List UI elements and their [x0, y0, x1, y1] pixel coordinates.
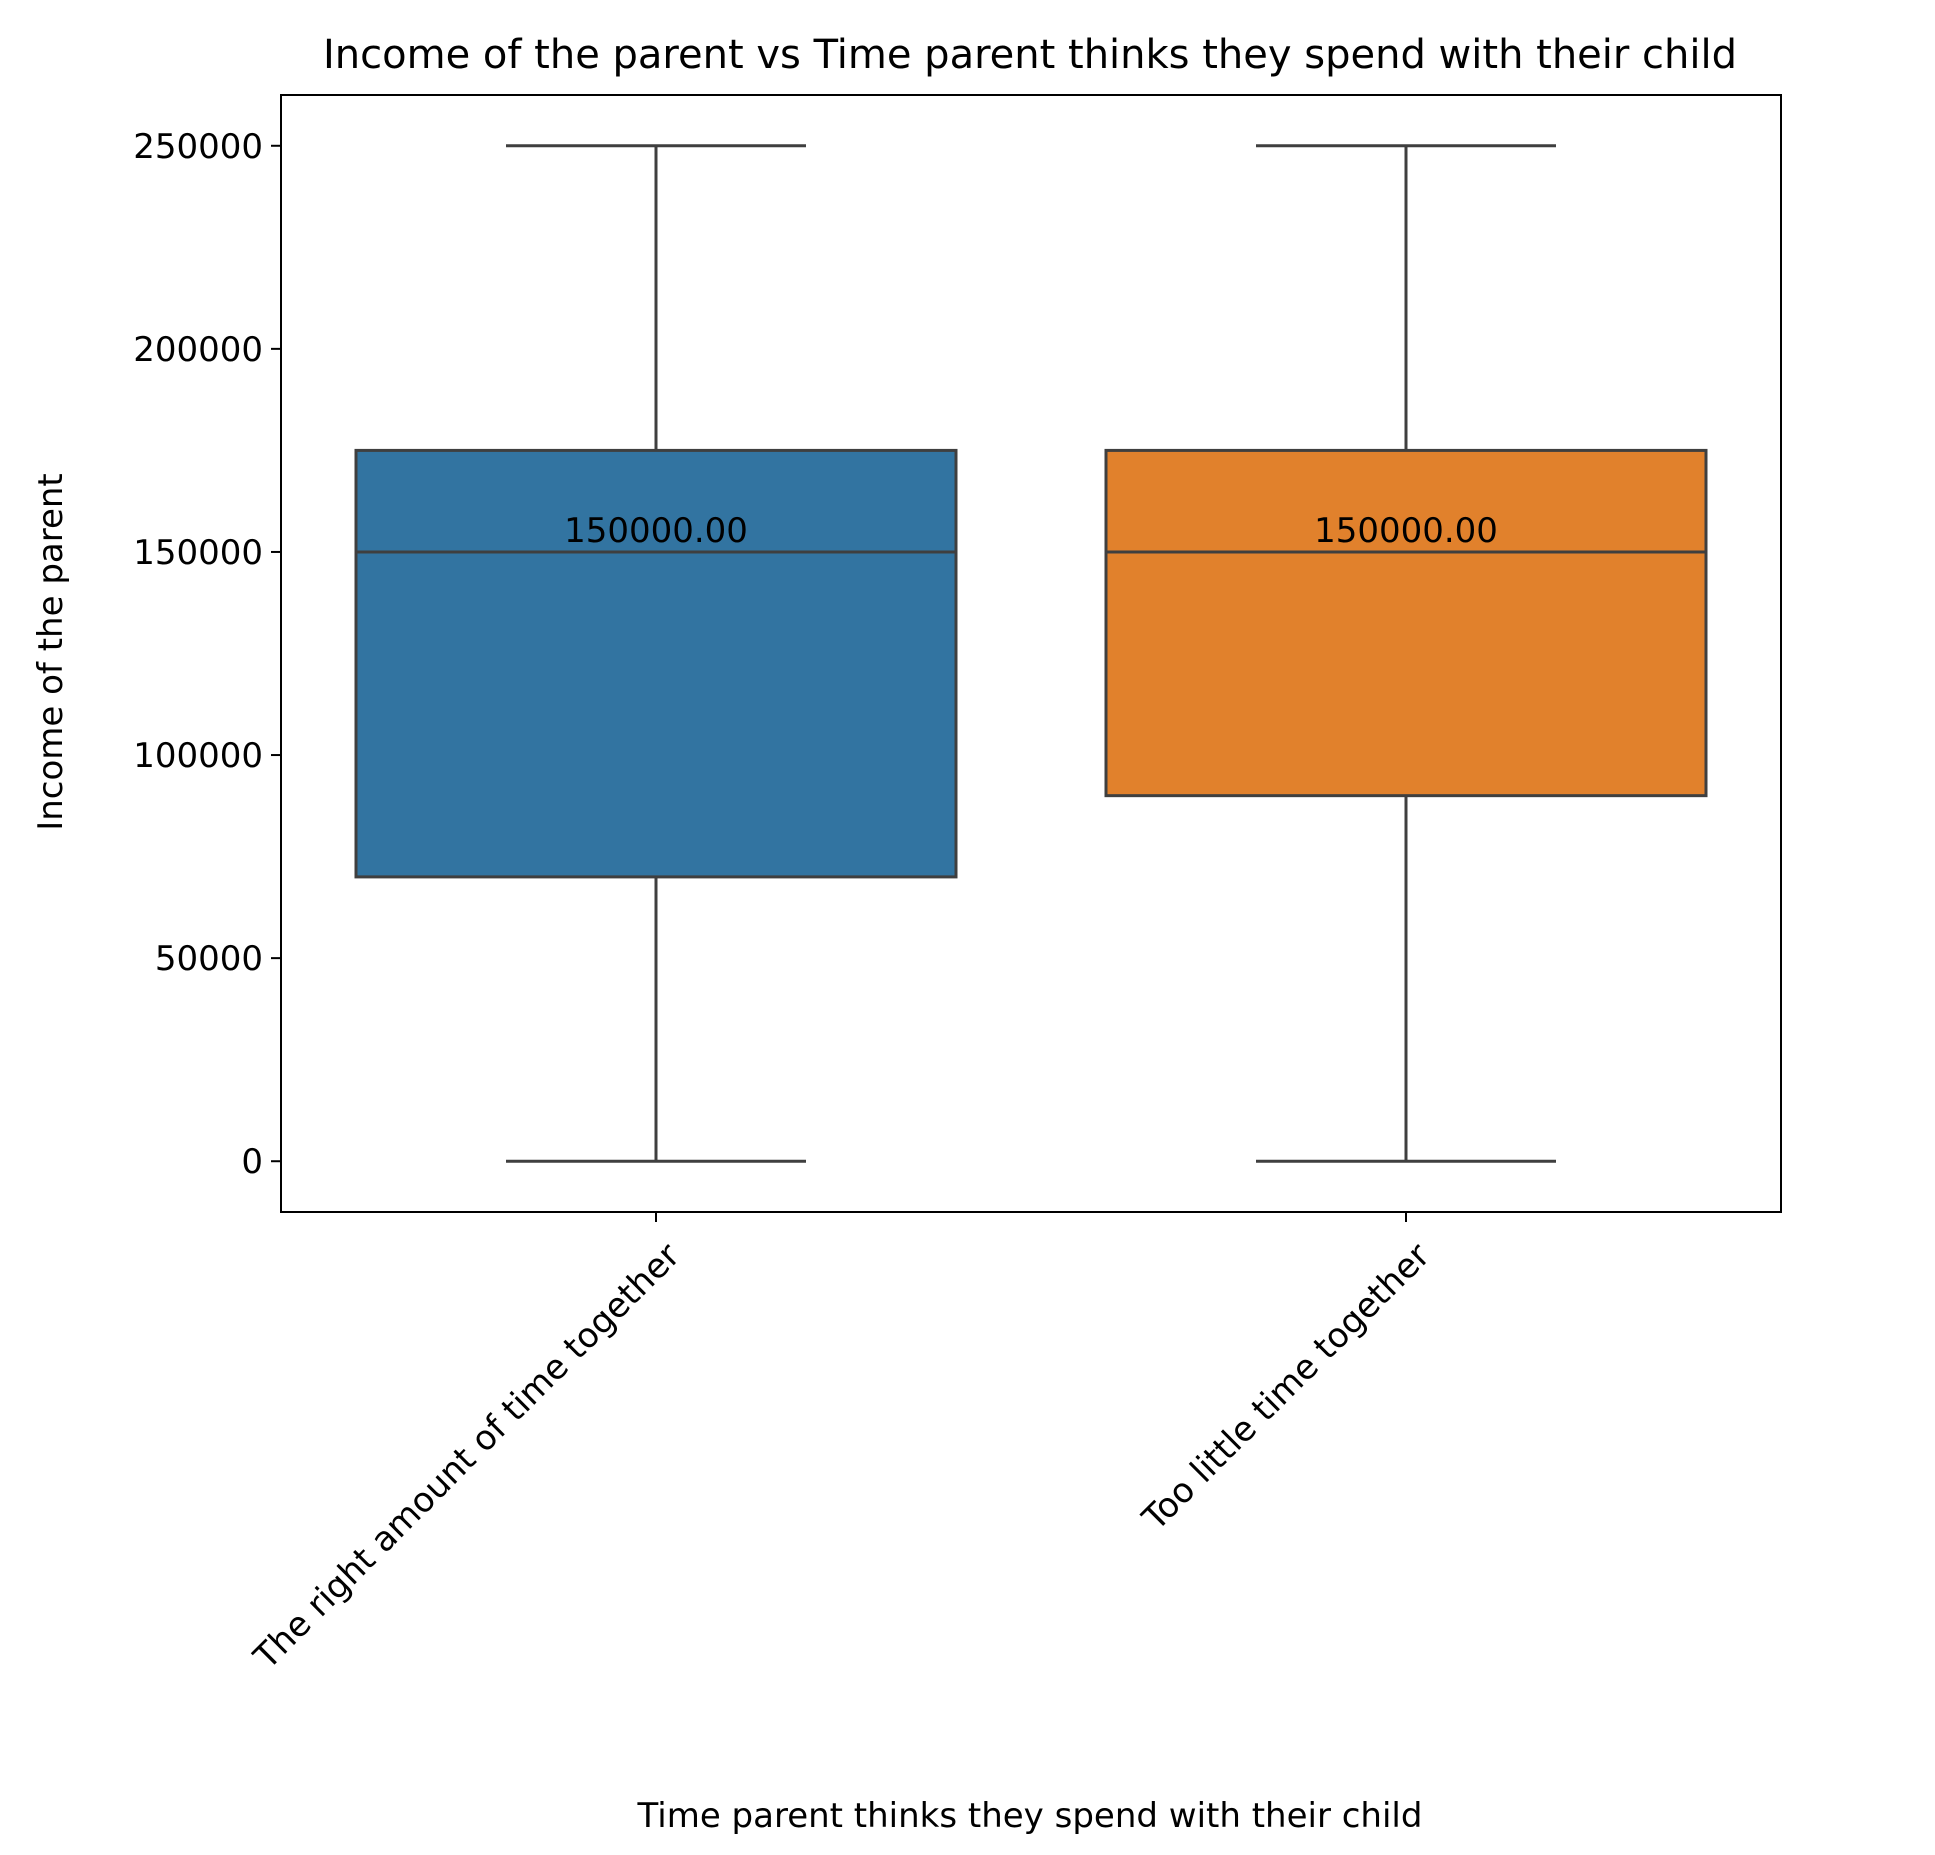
- y-tick-label: 100000: [133, 736, 263, 776]
- median-label: 150000.00: [564, 511, 748, 551]
- y-tick-label: 200000: [133, 330, 263, 370]
- plot-frame: [280, 94, 1782, 1213]
- median-label: 150000.00: [1314, 511, 1498, 551]
- y-tick-label: 50000: [155, 939, 263, 979]
- y-tick-label: 150000: [133, 533, 263, 573]
- x-axis: The right amount of time together Too lit…: [246, 1212, 1438, 1678]
- y-axis-label: Income of the parent: [31, 473, 71, 831]
- x-tick-label: The right amount of time together: [246, 1236, 688, 1678]
- plot-area: 150000.00 150000.00: [354, 144, 1708, 1163]
- x-axis-label: Time parent thinks they spend with their…: [637, 1796, 1423, 1836]
- chart-title: Income of the parent vs Time parent thin…: [323, 32, 1737, 78]
- y-axis: 0 50000 100000 150000 200000 250000: [133, 127, 281, 1182]
- y-tick-label: 250000: [133, 127, 263, 167]
- iqr-box: [354, 448, 958, 879]
- box-series-2: 150000.00: [1104, 144, 1708, 1163]
- iqr-box: [1104, 448, 1708, 798]
- y-tick-label: 0: [241, 1142, 263, 1182]
- x-tick-label: Too little time together: [1134, 1236, 1437, 1539]
- box-series-1: 150000.00: [354, 144, 958, 1163]
